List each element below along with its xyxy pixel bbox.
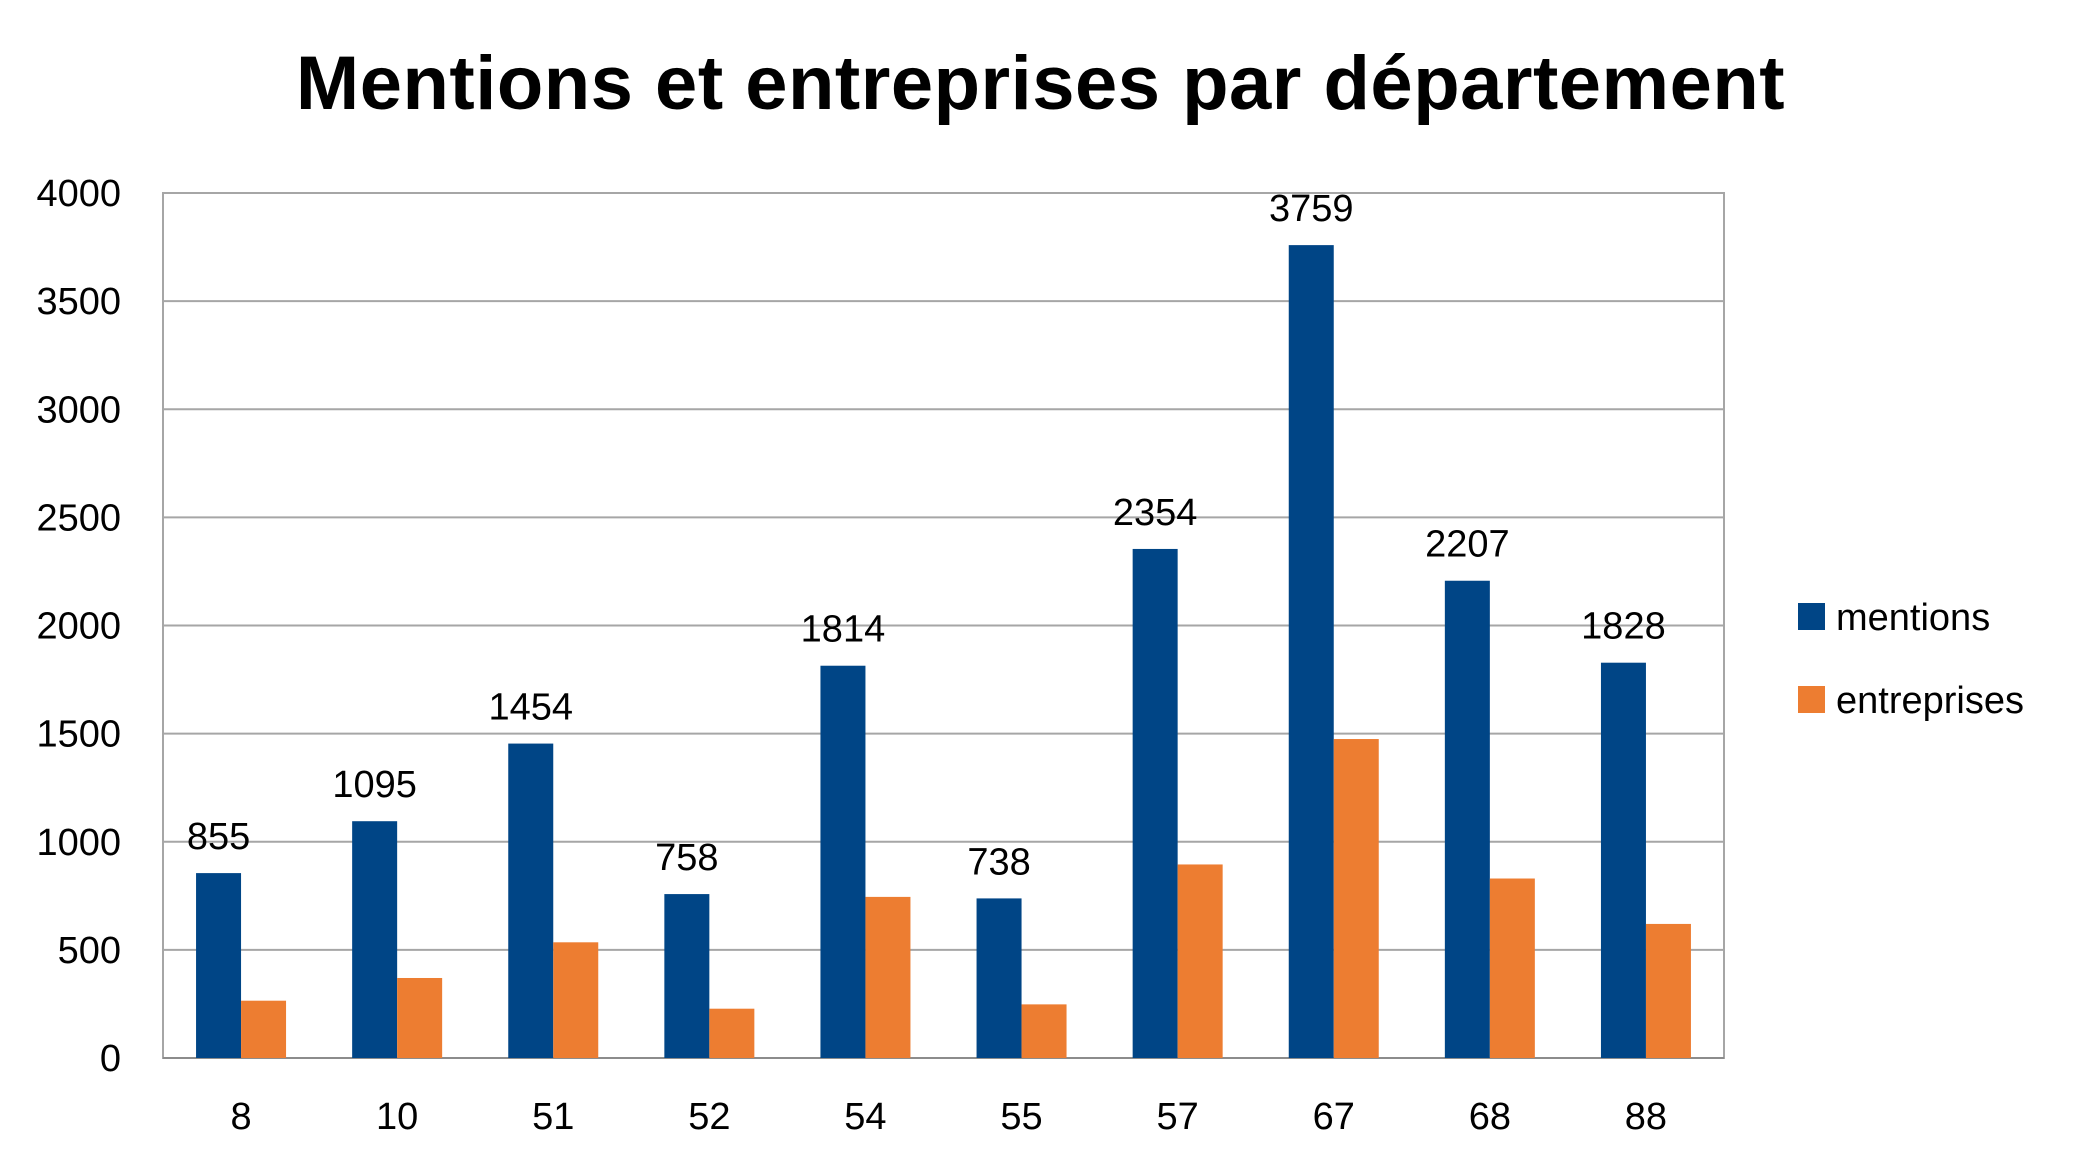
x-tick-label: 54 bbox=[844, 1096, 886, 1138]
data-label-mentions: 3759 bbox=[1269, 188, 1354, 230]
y-tick-label: 3000 bbox=[36, 389, 121, 431]
legend-swatch bbox=[1798, 603, 1825, 630]
y-tick-label: 2000 bbox=[36, 606, 121, 648]
x-tick-label: 55 bbox=[1000, 1096, 1042, 1138]
bar-entreprises bbox=[397, 977, 443, 1058]
data-label-mentions: 1095 bbox=[332, 764, 417, 806]
legend-swatch bbox=[1798, 686, 1825, 713]
bar-entreprises bbox=[709, 1008, 755, 1058]
data-label-mentions: 2354 bbox=[1113, 492, 1198, 534]
bars bbox=[196, 245, 1691, 1058]
legend-item-mentions: mentions bbox=[1798, 597, 1990, 639]
data-label-mentions: 2207 bbox=[1425, 524, 1510, 566]
data-label-mentions: 758 bbox=[655, 837, 718, 879]
bar-mentions bbox=[1132, 548, 1178, 1058]
bar-entreprises bbox=[865, 896, 911, 1058]
x-tick-label: 68 bbox=[1469, 1096, 1511, 1138]
bar-entreprises bbox=[241, 1000, 287, 1058]
y-axis-tick-labels: 0 500 1000 1500 2000 2500 3000 3500 4000 bbox=[36, 173, 121, 1080]
x-axis-tick-labels: 8 10 51 52 54 55 57 67 68 88 bbox=[230, 1096, 1667, 1138]
chart-title: Mentions et entreprises par département bbox=[295, 41, 1786, 126]
bar-mentions bbox=[1444, 580, 1490, 1058]
legend-label: entreprises bbox=[1836, 680, 2024, 722]
bar-mentions bbox=[1288, 245, 1334, 1058]
legend-item-entreprises: entreprises bbox=[1798, 680, 2024, 722]
bar-mentions bbox=[820, 665, 866, 1058]
data-label-mentions: 855 bbox=[187, 816, 250, 858]
bar-mentions bbox=[508, 743, 554, 1058]
bar-mentions bbox=[1600, 662, 1646, 1058]
legend-label: mentions bbox=[1836, 597, 1990, 639]
bar-mentions bbox=[196, 873, 242, 1058]
bar-entreprises bbox=[1489, 878, 1535, 1058]
data-label-mentions: 1814 bbox=[801, 609, 886, 651]
x-tick-label: 52 bbox=[688, 1096, 730, 1138]
y-tick-label: 0 bbox=[100, 1038, 121, 1080]
y-tick-label: 1000 bbox=[36, 822, 121, 864]
y-tick-label: 3500 bbox=[36, 281, 121, 323]
data-label-mentions: 1828 bbox=[1581, 606, 1666, 648]
y-tick-label: 2500 bbox=[36, 497, 121, 539]
x-tick-label: 67 bbox=[1313, 1096, 1355, 1138]
x-tick-label: 88 bbox=[1625, 1096, 1667, 1138]
data-labels: 855 1095 1454 758 1814 738 2354 3759 2207 1828 bbox=[187, 188, 1666, 883]
y-tick-label: 500 bbox=[58, 930, 121, 972]
bar-entreprises bbox=[1021, 1004, 1067, 1058]
bar-mentions bbox=[352, 821, 398, 1058]
legend: mentions entreprises bbox=[1798, 597, 2024, 722]
bar-mentions bbox=[976, 898, 1022, 1058]
bar-entreprises bbox=[1645, 923, 1691, 1058]
bar-entreprises bbox=[1177, 864, 1223, 1058]
bar-entreprises bbox=[553, 942, 599, 1058]
bar-mentions bbox=[664, 894, 710, 1058]
y-tick-label: 4000 bbox=[36, 173, 121, 215]
data-label-mentions: 1454 bbox=[488, 687, 573, 729]
x-tick-label: 51 bbox=[532, 1096, 574, 1138]
x-tick-label: 57 bbox=[1157, 1096, 1199, 1138]
x-tick-label: 8 bbox=[230, 1096, 251, 1138]
y-tick-label: 1500 bbox=[36, 714, 121, 756]
bar-entreprises bbox=[1333, 739, 1379, 1058]
x-tick-label: 10 bbox=[376, 1096, 418, 1138]
data-label-mentions: 738 bbox=[967, 841, 1030, 883]
